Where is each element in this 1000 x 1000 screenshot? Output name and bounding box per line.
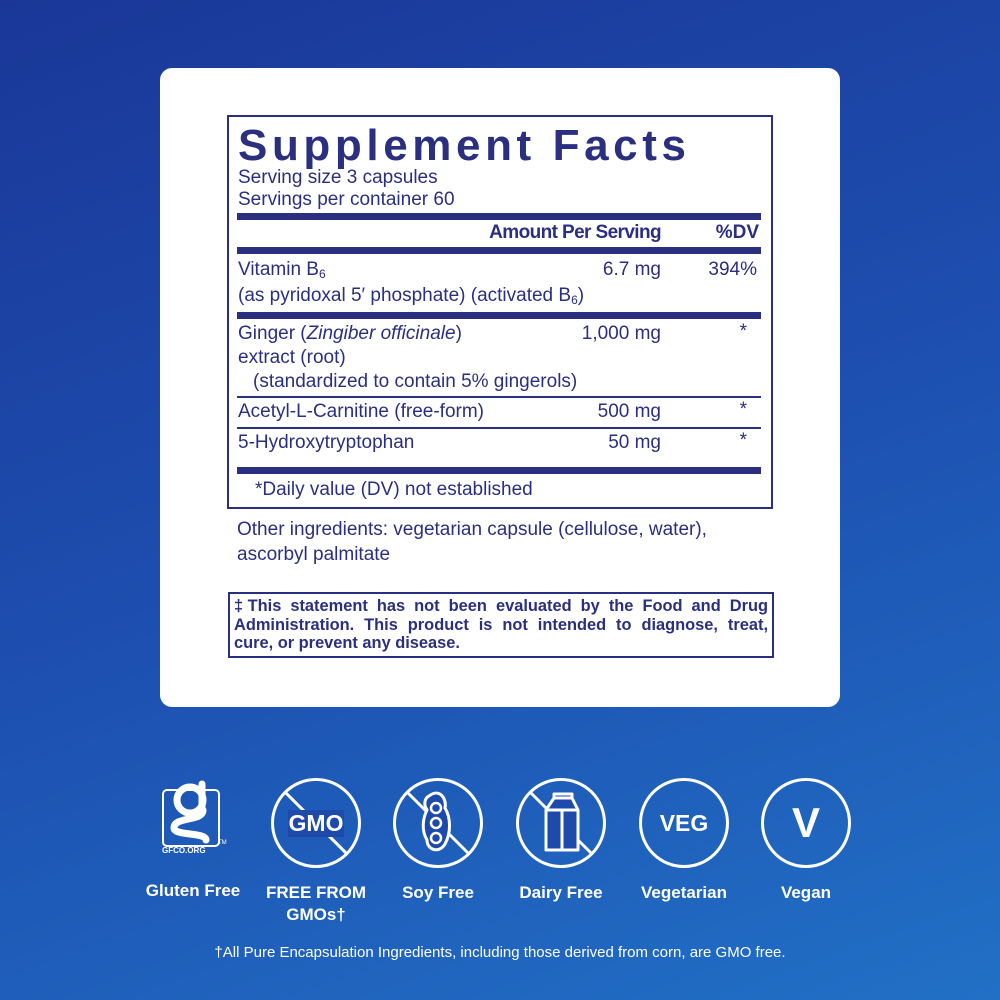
dv-footnote: *Daily value (DV) not established (255, 479, 533, 500)
supplement-facts-panel: Supplement Facts Serving size 3 capsules… (227, 115, 773, 509)
amount: 6.7 mg (602, 259, 661, 280)
amount: 500 mg (597, 401, 661, 422)
dv: * (739, 430, 747, 451)
label-card (160, 68, 840, 707)
no-gmo-icon: GMO (271, 778, 361, 868)
row-line: extract (root) (238, 347, 346, 368)
amount: 50 mg (608, 432, 661, 453)
row-line: (standardized to contain 5% gingerols) (253, 371, 578, 392)
dv: * (739, 399, 747, 420)
dv: * (739, 321, 747, 342)
header-amount: Amount Per Serving (489, 222, 661, 243)
serving-size: Serving size 3 capsules (238, 167, 438, 188)
veg-icon: VEG (639, 778, 729, 868)
trademark: TM (218, 840, 227, 846)
label-gluten-free: Gluten Free (145, 881, 241, 900)
divider (237, 396, 761, 398)
divider (237, 213, 761, 220)
row-5-htp: 5-Hydroxytryptophan (238, 432, 415, 453)
logo-text: GFCO.ORG (162, 846, 206, 855)
label-soy-free: Soy Free (402, 883, 474, 902)
vegan-icon: V (761, 778, 851, 868)
fda-disclaimer: ‡This statement has not been evaluated b… (228, 592, 774, 658)
servings-per-container: Servings per container 60 (238, 189, 455, 210)
divider (237, 247, 761, 254)
divider (237, 312, 761, 319)
facts-title: Supplement Facts (238, 121, 691, 170)
header-dv: %DV (715, 222, 759, 243)
label-vegetarian: Vegetarian (641, 883, 727, 902)
gluten-free-logo: GFCO.ORG TM (160, 778, 227, 858)
row-ginger: Ginger (Zingiber officinale) (238, 323, 462, 344)
gmo-footnote: †All Pure Encapsulation Ingredients, inc… (214, 944, 786, 961)
label-vegan: Vegan (780, 883, 832, 902)
row-acetyl-l-carnitine: Acetyl-L-Carnitine (free-form) (238, 401, 484, 422)
row-vitamin-b6: Vitamin B6 (238, 259, 326, 281)
row-note: (as pyridoxal 5′ phosphate) (activated B… (238, 285, 585, 307)
divider (237, 467, 761, 474)
label-dairy-free: Dairy Free (519, 883, 603, 902)
label-gmo-free: FREE FROM GMOs† (265, 883, 367, 924)
no-dairy-icon (516, 778, 606, 868)
dv: 394% (708, 259, 757, 280)
no-soy-icon (393, 778, 483, 868)
amount: 1,000 mg (581, 323, 661, 344)
other-ingredients: Other ingredients: vegetarian capsule (c… (237, 519, 707, 565)
divider (237, 427, 761, 429)
